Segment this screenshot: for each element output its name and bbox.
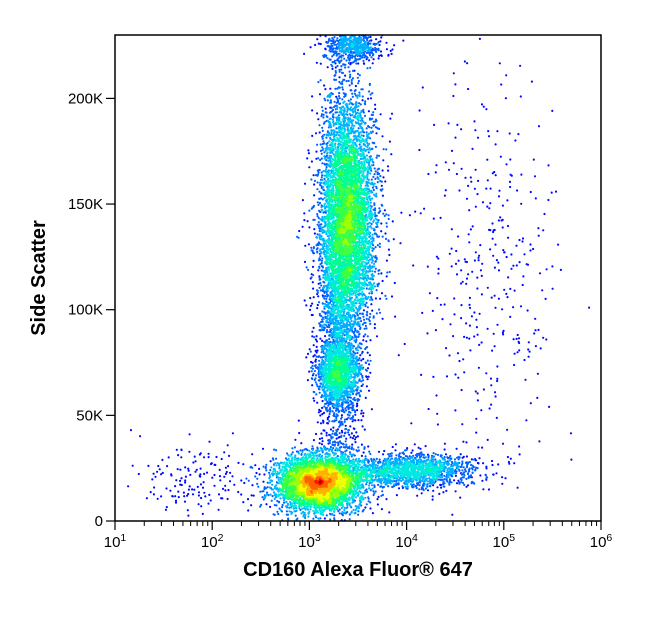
y-axis-label: Side Scatter [28, 220, 50, 336]
svg-text:102: 102 [201, 532, 224, 551]
flow-cytometry-chart: 101 102 103 104 105 106 CD160 Alexa Fluor® 647… [0, 0, 650, 638]
x-axis-label: CD160 Alexa Fluor® 647 [243, 559, 473, 581]
chart-svg: 101 102 103 104 105 106 CD160 Alexa Fluor® 647… [0, 0, 650, 638]
svg-text:0: 0 [95, 513, 103, 530]
svg-text:103: 103 [298, 532, 321, 551]
svg-text:50K: 50K [76, 407, 103, 424]
svg-text:100K: 100K [68, 302, 103, 319]
svg-text:104: 104 [395, 532, 418, 551]
svg-text:150K: 150K [68, 196, 103, 213]
svg-text:105: 105 [493, 532, 516, 551]
svg-text:101: 101 [104, 532, 127, 551]
svg-text:106: 106 [590, 532, 613, 551]
svg-text:200K: 200K [68, 90, 103, 107]
